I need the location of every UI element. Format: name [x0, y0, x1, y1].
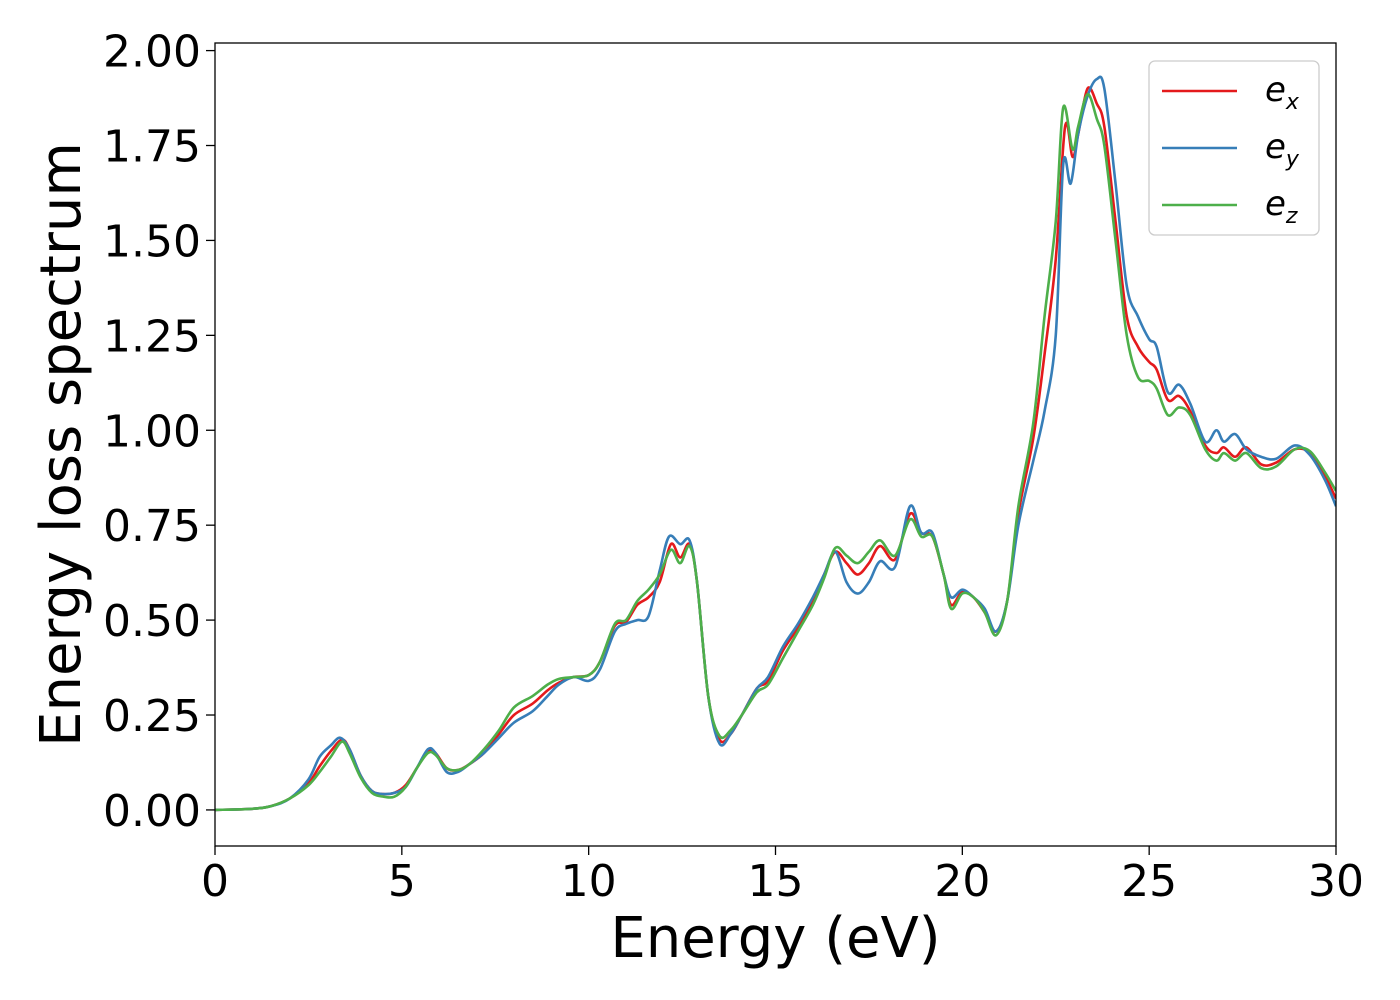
legend-label-ey: ey	[1265, 127, 1300, 172]
x-tick-label: 10	[561, 856, 617, 907]
x-tick-label: 5	[388, 856, 416, 907]
y-tick-label: 0.25	[103, 691, 201, 742]
y-tick-label: 0.75	[103, 501, 201, 552]
y-tick-label: 1.50	[103, 216, 201, 267]
y-axis-label: Energy loss spectrum	[29, 142, 94, 747]
series-layer	[215, 75, 1336, 812]
y-tick-label: 1.25	[103, 311, 201, 362]
x-tick-label: 20	[934, 856, 990, 907]
y-tick-label: 2.00	[103, 27, 201, 78]
y-tick-label: 1.00	[103, 406, 201, 457]
y-tick-label: 0.50	[103, 596, 201, 647]
x-tick-label: 15	[748, 856, 804, 907]
y-tick-label: 1.75	[103, 122, 201, 173]
x-tick-label: 0	[201, 856, 229, 907]
x-axis-label: Energy (eV)	[610, 906, 940, 971]
x-tick-label: 30	[1308, 856, 1364, 907]
legend-subscript: y	[1285, 147, 1300, 172]
ticks-layer: 0 5 10 15 20 25 30 0.00 0.25 0.50 0.75 1.00 1.25 1.50…	[103, 27, 1364, 907]
x-tick-label: 25	[1121, 856, 1177, 907]
legend-subscript: z	[1285, 204, 1298, 229]
series-line-ez	[215, 92, 1336, 812]
y-tick-label: 0.00	[103, 786, 201, 837]
legend-subscript: x	[1285, 90, 1300, 115]
plot-frame	[214, 42, 1337, 847]
series-line-ey	[215, 75, 1336, 812]
